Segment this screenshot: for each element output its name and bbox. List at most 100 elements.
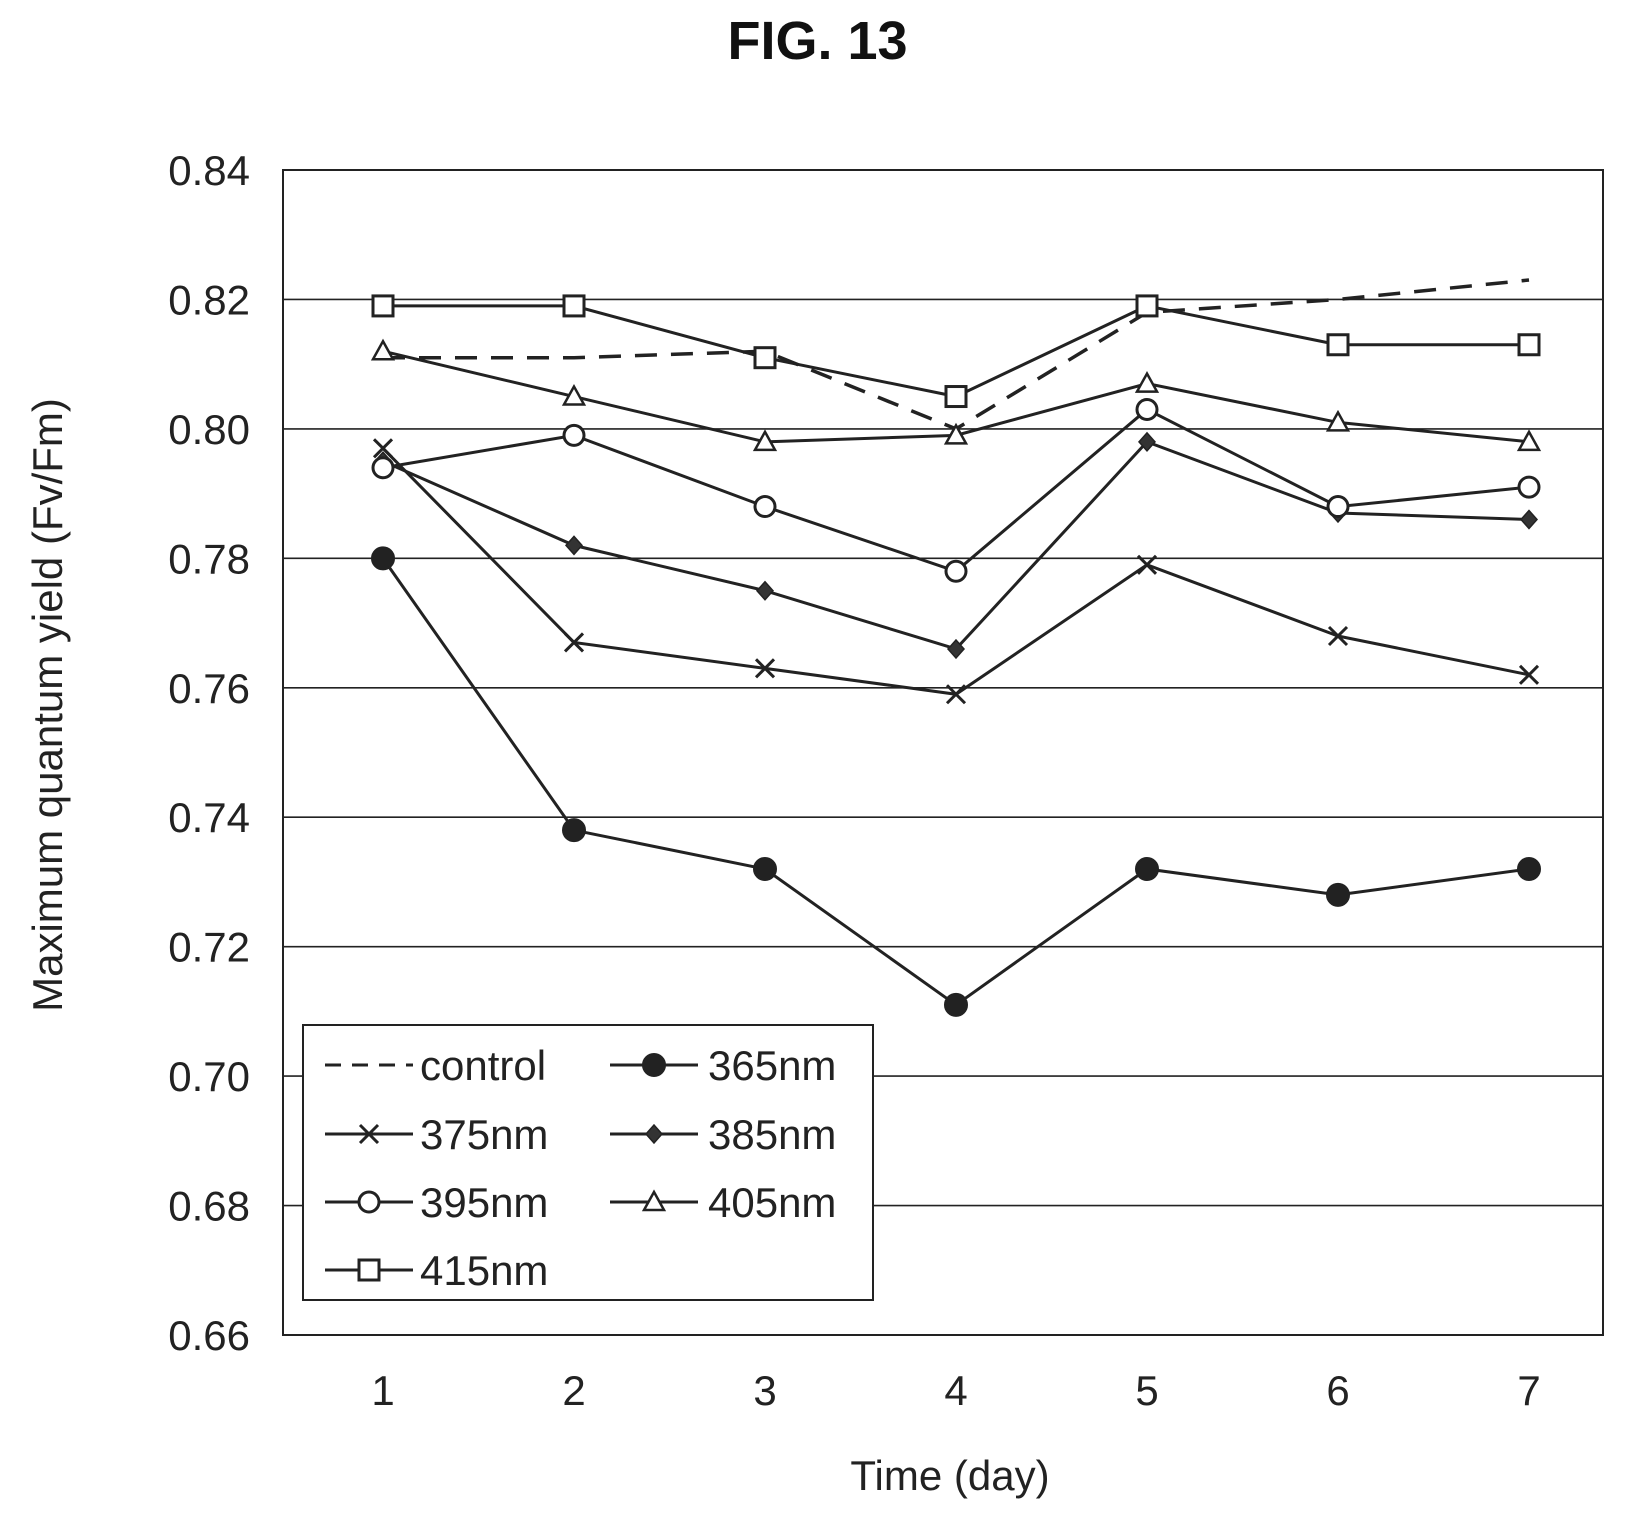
data-point [1519,509,1539,530]
data-point [370,338,396,361]
data-point [371,456,395,480]
x-tick-label: 4 [944,1367,967,1414]
legend-marker [642,1053,666,1077]
y-tick-label: 0.68 [168,1183,250,1230]
y-tick-label: 0.82 [168,276,250,323]
x-axis-title: Time (day) [850,1452,1049,1499]
y-tick-label: 0.66 [168,1312,250,1359]
data-point [1326,495,1350,519]
figure-title: FIG. 13 [727,11,908,71]
series-375nm [372,438,1540,705]
series-365nm [371,546,1541,1017]
x-marker-stroke [1518,664,1540,685]
data-point [1327,625,1349,647]
data-point [946,638,966,660]
legend-item-365nm: 365nm [610,1042,836,1089]
data-point [944,992,968,1017]
data-point [1136,554,1158,575]
data-point [1517,333,1541,357]
data-point [562,818,586,843]
x-marker-stroke [563,632,585,653]
legend: control 365nm 375nm 385nm 395nm 405nm 415nm [302,1024,874,1301]
data-point [1137,431,1157,452]
legend-label: 395nm [420,1179,548,1226]
legend-marker [358,1123,380,1145]
x-tick-label: 3 [753,1367,776,1414]
x-tick-label: 2 [562,1367,585,1414]
y-tick-label: 0.74 [168,794,250,841]
y-tick-label: 0.70 [168,1053,250,1100]
data-point [1326,882,1350,907]
data-point [754,658,776,679]
series-405nm [370,338,1542,452]
data-point [945,684,967,705]
data-point [561,383,587,406]
series-line [381,557,1530,1007]
data-point [1517,857,1541,881]
legend-marker [644,1123,664,1145]
data-point [562,423,586,447]
data-point [1134,371,1160,393]
y-tick-label: 0.76 [168,665,250,712]
data-point [753,857,777,881]
data-point [753,346,777,370]
legend-box [302,1024,874,1301]
data-point [1518,664,1540,685]
x-marker-stroke [1136,554,1158,575]
legend-item-375nm: 375nm [325,1111,548,1158]
data-point [753,495,777,519]
data-point [1516,429,1542,452]
data-point [564,535,584,556]
legend-label: control [420,1042,546,1089]
data-point [944,385,968,409]
x-marker-stroke [372,438,394,459]
legend-marker [357,1258,381,1282]
data-point [372,438,394,459]
y-axis-title: Maximum quantum yield (Fv/Fm) [24,398,71,1012]
x-marker-stroke [358,1123,380,1145]
legend-marker [357,1190,381,1214]
x-marker-stroke [1327,625,1349,647]
series-395nm [371,397,1541,583]
y-tick-label: 0.80 [168,406,250,453]
data-point [755,580,775,601]
y-tick-label: 0.72 [168,924,250,971]
legend-item-395nm: 395nm [325,1179,548,1226]
data-point [563,632,585,653]
legend-item-control: control [325,1042,546,1089]
x-tick-label: 1 [371,1367,394,1414]
series-415nm [371,294,1541,409]
x-marker-stroke [754,658,776,679]
data-point [371,546,395,571]
legend-label: 365nm [708,1042,836,1089]
series-lines [370,278,1542,1017]
data-point [562,294,586,318]
y-tick-label: 0.84 [168,147,250,194]
data-point [371,294,395,318]
x-tick-label: 6 [1326,1367,1349,1414]
data-point [1135,857,1159,881]
data-point [1135,397,1159,421]
data-point [944,559,968,583]
x-marker-stroke [945,684,967,705]
plot-frame [282,169,1604,1336]
legend-item-405nm: 405nm [610,1179,836,1226]
x-tick-label: 5 [1135,1367,1158,1414]
data-point [1325,409,1351,432]
y-tick-label: 0.78 [168,535,250,582]
series-line [383,304,1529,399]
data-point [943,422,969,445]
series-385nm [373,431,1539,660]
legend-marker [641,1189,667,1212]
legend-item-385nm: 385nm [610,1111,836,1158]
legend-label: 405nm [708,1179,836,1226]
legend-label: 415nm [420,1247,548,1294]
x-tick-label: 7 [1517,1367,1540,1414]
y-axis-ticks: 0.66 0.68 0.70 0.72 0.74 0.76 0.78 0.80 0.82 0.84 [168,147,250,1359]
legend-label: 385nm [708,1111,836,1158]
legend-item-415nm: 415nm [325,1247,548,1294]
data-point [1517,475,1541,499]
data-point [1135,294,1159,318]
series-line [382,440,1530,651]
